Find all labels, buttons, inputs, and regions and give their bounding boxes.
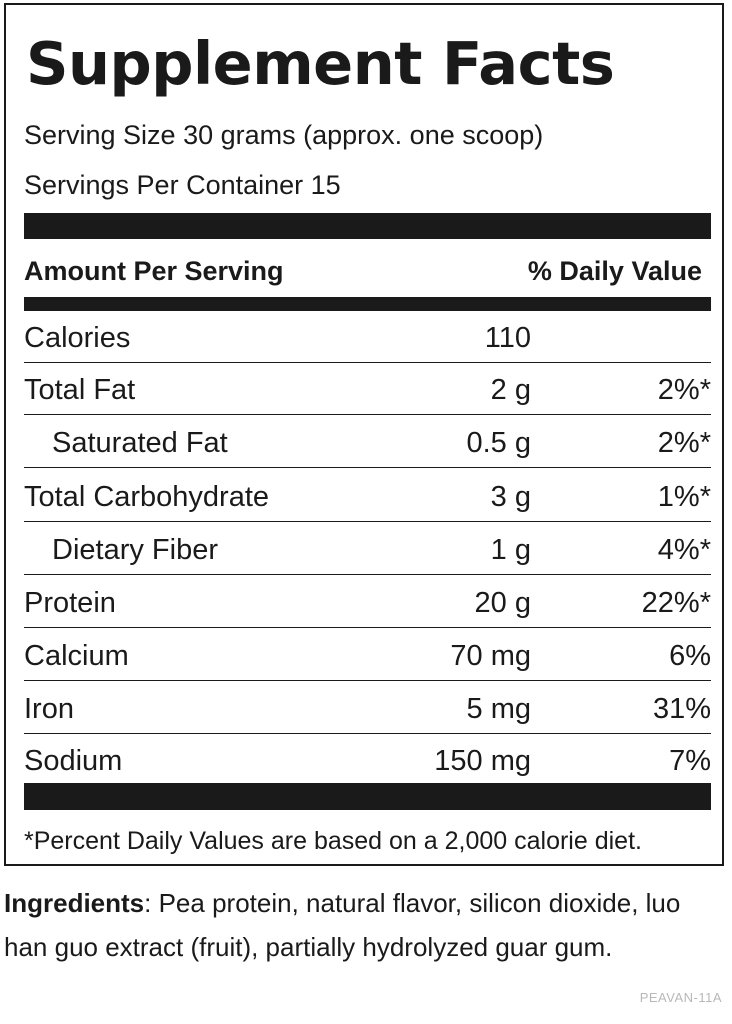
nutrient-name: Total Fat <box>24 374 136 406</box>
nutrient-row: Iron 5 mg 31% <box>24 682 711 734</box>
nutrient-daily-value: 2%* <box>657 427 711 459</box>
nutrient-amount: 110 <box>484 322 531 354</box>
nutrient-amount: 70 mg <box>450 640 531 672</box>
nutrient-name: Calcium <box>24 640 129 672</box>
ingredients-text: : Pea protein, natural flavor, silicon d… <box>4 888 681 962</box>
nutrient-name: Iron <box>24 693 74 725</box>
nutrient-name: Saturated Fat <box>52 427 228 459</box>
nutrient-name: Total Carbohydrate <box>24 481 270 513</box>
nutrient-row: Calcium 70 mg 6% <box>24 629 711 681</box>
nutrient-daily-value: 6% <box>669 640 711 672</box>
divider-bar-bottom <box>24 783 711 810</box>
nutrient-daily-value: 2%* <box>657 374 711 406</box>
supplement-facts-panel: Supplement Facts Serving Size 30 grams (… <box>4 3 724 866</box>
divider-bar-top <box>24 213 711 239</box>
nutrient-amount: 0.5 g <box>466 427 532 459</box>
nutrient-amount: 150 mg <box>434 745 531 777</box>
servings-per-container: Servings Per Container 15 <box>24 170 341 200</box>
nutrient-row: Saturated Fat 0.5 g 2%* <box>24 416 711 468</box>
product-code: PEAVAN-11A <box>639 990 722 1005</box>
nutrient-amount: 20 g <box>474 587 531 619</box>
nutrient-row: Sodium 150 mg 7% <box>24 734 711 786</box>
nutrient-name: Sodium <box>24 745 123 777</box>
serving-size: Serving Size 30 grams (approx. one scoop… <box>24 120 544 150</box>
nutrient-name: Protein <box>24 587 116 619</box>
nutrient-row: Dietary Fiber 1 g 4%* <box>24 523 711 575</box>
nutrient-row: Protein 20 g 22%* <box>24 576 711 628</box>
ingredients-label: Ingredients <box>4 888 145 918</box>
daily-value-footnote: *Percent Daily Values are based on a 2,0… <box>24 827 642 855</box>
divider-bar-header <box>24 297 711 311</box>
amount-per-serving-header: Amount Per Serving <box>24 256 284 286</box>
nutrient-daily-value: 31% <box>652 693 711 725</box>
nutrient-row: Total Carbohydrate 3 g 1%* <box>24 470 711 522</box>
nutrient-daily-value: 4%* <box>657 534 711 566</box>
nutrient-amount: 3 g <box>490 481 531 513</box>
ingredients-statement: Ingredients: Pea protein, natural flavor… <box>4 881 724 969</box>
nutrient-name: Dietary Fiber <box>52 534 218 566</box>
nutrient-amount: 1 g <box>490 534 531 566</box>
panel-title: Supplement Facts <box>26 29 615 98</box>
nutrient-row: Calories 110 <box>24 311 711 363</box>
nutrient-daily-value: 22%* <box>641 587 711 619</box>
nutrient-amount: 2 g <box>490 374 531 406</box>
nutrient-row: Total Fat 2 g 2%* <box>24 363 711 415</box>
nutrient-daily-value: 7% <box>669 745 711 777</box>
nutrient-daily-value: 1%* <box>657 481 711 513</box>
daily-value-header: % Daily Value <box>527 256 702 286</box>
nutrient-amount: 5 mg <box>466 693 531 725</box>
nutrient-name: Calories <box>24 322 131 354</box>
